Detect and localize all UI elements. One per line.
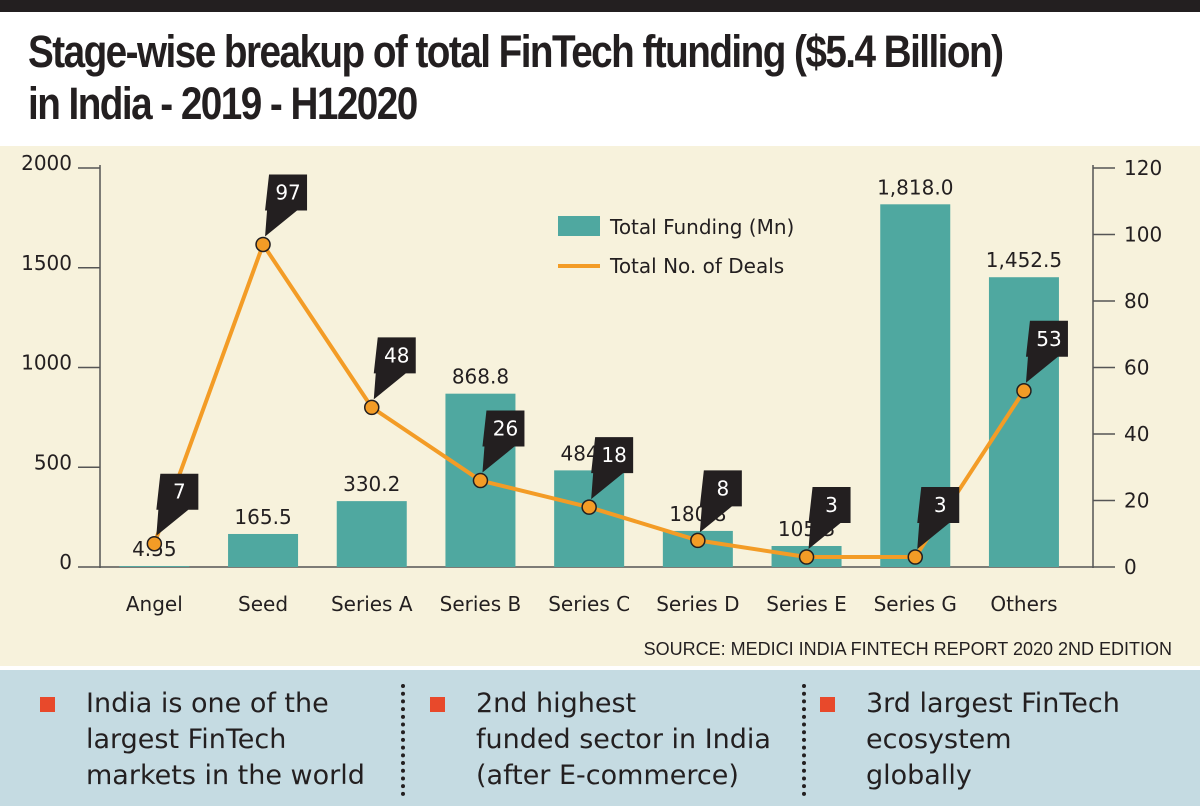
divider [802,684,806,796]
fact-1-line-2: largest FinTech [86,724,287,755]
deals-callout [373,337,416,400]
y-right-tick-label: 40 [1124,422,1149,446]
funding-deals-chart: 05001000150020000204060801001204.55165.5… [21,151,1172,659]
y-left-tick-label: 1000 [21,351,72,375]
deals-callout [917,487,960,550]
y-left-tick-label: 1500 [21,251,72,275]
funding-bar [988,277,1059,567]
funding-bar-label: 868.8 [452,365,509,389]
x-tick-label: Series C [548,592,630,616]
y-right-tick-label: 120 [1124,156,1162,180]
y-right-tick-label: 60 [1124,356,1149,380]
x-tick-label: Series D [656,592,739,616]
fact-3-line-1: 3rd largest FinTech [866,688,1120,719]
deals-callout-label: 8 [716,476,729,500]
x-tick-label: Series A [331,592,413,616]
bullet-icon [40,697,55,712]
y-right-tick-label: 80 [1124,289,1149,313]
deals-callout [1025,320,1068,383]
deals-point [364,399,380,416]
fact-1: India is one of the largest FinTech mark… [40,686,365,794]
deals-callout-label: 26 [493,417,518,441]
funding-bar-label: 165.5 [234,505,291,529]
funding-bar-label: 1,452.5 [986,248,1062,272]
source-note: SOURCE: MEDICI INDIA FINTECH REPORT 2020… [644,639,1172,659]
legend-swatch-funding [558,216,600,236]
x-tick-label: Series B [440,592,522,616]
fact-2-line-1: 2nd highest [476,688,637,719]
y-right-tick-label: 0 [1124,555,1137,579]
deals-point [255,236,271,253]
fact-2: 2nd highest funded sector in India (afte… [430,686,771,794]
top-rule [0,0,1200,12]
fact-2-line-2: funded sector in India [476,724,771,755]
fact-3-line-2: ecosystem [866,724,1012,755]
y-left-tick-label: 0 [59,550,72,574]
deals-point [581,499,597,515]
chart-title-line-2: in India - 2019 - H12020 [28,78,418,129]
deals-callout-label: 53 [1036,327,1061,351]
deals-callout-label: 48 [384,343,409,367]
deals-callout [482,410,525,473]
fact-1-line-1: India is one of the [86,688,329,719]
fact-3-line-3: globally [866,760,972,791]
deals-callout [591,437,634,500]
fact-3: 3rd largest FinTech ecosystem globally [820,686,1120,794]
legend-label-deals: Total No. of Deals [609,254,784,278]
funding-bar-label: 1,818.0 [877,175,953,199]
x-tick-label: Series G [874,592,957,616]
y-left-tick-label: 2000 [21,151,72,175]
chart-title: Stage-wise breakup of total FinTech ftun… [28,26,1017,130]
fact-1-line-3: markets in the world [86,760,365,791]
deals-point [146,535,163,552]
deals-point [1016,383,1032,399]
deals-callout [265,174,308,237]
deals-callout-label: 18 [601,443,626,467]
funding-bar-label: 330.2 [343,472,400,496]
deals-point [798,549,815,565]
x-tick-label: Angel [126,592,183,616]
funding-bar [554,470,625,567]
x-tick-label: Others [990,592,1057,616]
deals-callout-label: 97 [275,180,300,204]
divider [401,684,405,796]
funding-bar [119,566,190,567]
deals-callout-label: 7 [173,480,186,504]
deals-callout [808,487,851,550]
funding-bar [336,501,407,567]
y-right-tick-label: 20 [1124,489,1149,513]
fact-2-line-3: (after E-commerce) [476,760,739,791]
deals-point [907,549,923,565]
deals-point [690,532,706,549]
deals-callout-label: 3 [934,493,947,517]
y-right-tick-label: 100 [1124,223,1162,247]
y-left-tick-label: 500 [34,450,72,474]
chart-title-line-1: Stage-wise breakup of total FinTech ftun… [28,26,1004,77]
deals-point [472,472,489,489]
deals-callout [156,473,199,536]
bullet-icon [430,697,445,712]
bullet-icon [820,697,835,712]
facts-panel: India is one of the largest FinTech mark… [0,670,1200,806]
legend-label-funding: Total Funding (Mn) [609,215,794,239]
x-tick-label: Seed [238,592,288,616]
x-tick-label: Series E [766,592,847,616]
deals-callout-label: 3 [825,493,838,517]
deals-callout [699,470,742,533]
funding-bar [228,533,299,567]
